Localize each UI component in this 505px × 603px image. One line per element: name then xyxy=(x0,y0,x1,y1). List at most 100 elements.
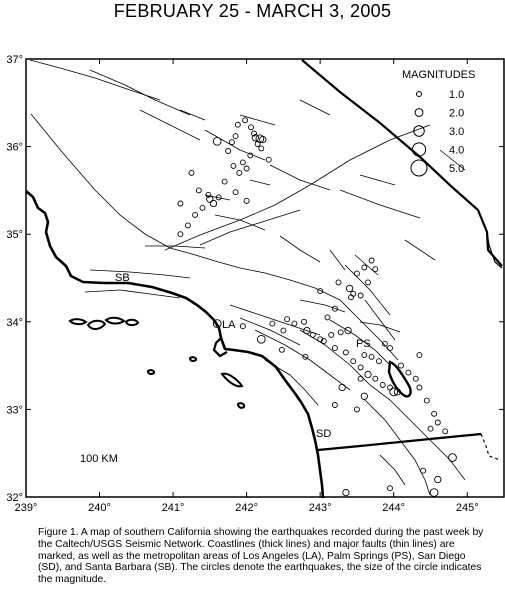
legend-circle xyxy=(413,125,425,137)
earthquake-marker xyxy=(195,187,202,194)
earthquake-marker xyxy=(448,453,457,462)
earthquake-marker xyxy=(361,352,368,359)
earthquake-marker xyxy=(342,349,349,356)
earthquake-marker xyxy=(259,135,267,144)
earthquake-marker xyxy=(212,136,222,146)
earthquake-marker xyxy=(256,334,266,344)
earthquake-marker xyxy=(301,318,307,325)
legend-label: 5.0 xyxy=(449,163,464,175)
earthquake-marker xyxy=(320,338,327,345)
earthquake-marker xyxy=(228,139,235,146)
legend-label: 3.0 xyxy=(449,126,464,138)
earthquake-marker xyxy=(278,346,285,353)
legend-circle xyxy=(411,142,427,157)
earthquake-marker xyxy=(442,428,449,435)
lon-tick-label: 243° xyxy=(309,502,332,514)
border-dashed xyxy=(480,433,501,461)
earthquake-marker xyxy=(177,200,184,207)
earthquake-marker xyxy=(365,279,371,286)
state-boundary xyxy=(301,59,503,267)
earthquake-marker xyxy=(368,257,375,264)
earthquake-marker xyxy=(284,316,291,323)
earthquake-marker xyxy=(317,288,324,295)
coastline-detail xyxy=(212,337,228,358)
earthquake-marker xyxy=(280,327,287,334)
earthquake-marker xyxy=(364,370,372,379)
earthquake-marker xyxy=(372,375,379,382)
earthquake-marker xyxy=(254,141,261,147)
earthquake-marker xyxy=(317,336,324,343)
earthquake-marker xyxy=(221,178,228,185)
earthquake-marker xyxy=(350,290,357,297)
earthquake-marker xyxy=(344,326,352,335)
scale-label: 100 KM xyxy=(80,453,118,465)
earthquake-marker xyxy=(291,320,298,327)
magnitude-legend: 1.0 2.0 3.0 4.0 5.0 xyxy=(410,89,464,177)
figure-caption: Figure 1. A map of southern California s… xyxy=(38,527,484,586)
earthquake-marker xyxy=(331,305,338,312)
earthquake-marker xyxy=(416,352,423,359)
earthquake-marker xyxy=(431,410,438,417)
earthquake-marker xyxy=(423,397,430,404)
earthquake-marker xyxy=(368,353,375,360)
earthquake-marker xyxy=(416,384,423,391)
earthquake-marker xyxy=(393,388,402,396)
earthquake-marker xyxy=(177,231,184,238)
earthquake-marker xyxy=(239,323,246,330)
earthquake-marker xyxy=(234,121,241,128)
earthquake-marker xyxy=(405,369,412,376)
lon-tick-label: 245° xyxy=(456,502,479,514)
label-san-diego: SD xyxy=(316,428,331,440)
legend-label: 2.0 xyxy=(449,108,464,120)
lon-tick-label: 241° xyxy=(162,502,185,514)
legend-circle xyxy=(410,159,428,177)
earthquake-marker xyxy=(345,284,354,293)
earthquake-marker xyxy=(209,199,218,208)
earthquake-marker xyxy=(303,326,311,335)
earthquake-marker xyxy=(328,331,335,338)
lat-tick-label: 37° xyxy=(6,54,23,66)
earthquake-marker xyxy=(381,340,388,347)
earthquake-marker xyxy=(342,488,350,497)
legend-circle xyxy=(416,91,422,97)
earthquake-marker xyxy=(387,485,393,492)
lat-tick-label: 34° xyxy=(6,317,23,329)
earthquake-marker xyxy=(357,364,364,371)
legend-label: 4.0 xyxy=(449,145,464,157)
earthquake-marker xyxy=(242,117,249,124)
earthquake-marker xyxy=(337,329,344,336)
earthquake-marker xyxy=(239,159,246,166)
earthquake-marker xyxy=(389,387,399,397)
lat-tick-label: 36° xyxy=(6,142,23,154)
channel-islands xyxy=(68,316,246,409)
colorado-river xyxy=(486,231,503,269)
salton-sea xyxy=(387,360,412,398)
map-frame xyxy=(25,58,505,498)
lon-tick-label: 242° xyxy=(235,502,258,514)
earthquake-marker xyxy=(269,320,276,327)
legend-circle xyxy=(414,108,424,117)
earthquake-marker xyxy=(350,358,357,365)
earthquake-marker xyxy=(225,148,232,154)
lat-tick-label: 35° xyxy=(6,229,23,241)
earthquake-marker xyxy=(205,191,212,198)
earthquake-marker xyxy=(357,375,364,382)
map-title: FEBRUARY 25 - MARCH 3, 2005 xyxy=(113,1,392,21)
earthquake-marker xyxy=(338,383,346,392)
earthquake-marker xyxy=(387,345,393,352)
lon-tick-label: 244° xyxy=(382,502,405,514)
earthquake-marker xyxy=(434,419,441,426)
earthquake-marker xyxy=(212,319,222,328)
lat-tick-label: 32° xyxy=(6,492,23,504)
earthquake-marker xyxy=(353,270,360,277)
label-los-angeles: LA xyxy=(222,319,236,331)
earthquake-marker xyxy=(243,165,250,172)
legend-label: 1.0 xyxy=(449,89,464,101)
earthquake-marker xyxy=(251,134,260,142)
earthquake-marker xyxy=(243,197,250,204)
earthquake-marker xyxy=(427,425,434,432)
earthquake-marker xyxy=(429,488,439,497)
earthquake-marker xyxy=(360,392,368,400)
fault-lines xyxy=(29,59,466,496)
earthquake-marker xyxy=(206,195,214,203)
